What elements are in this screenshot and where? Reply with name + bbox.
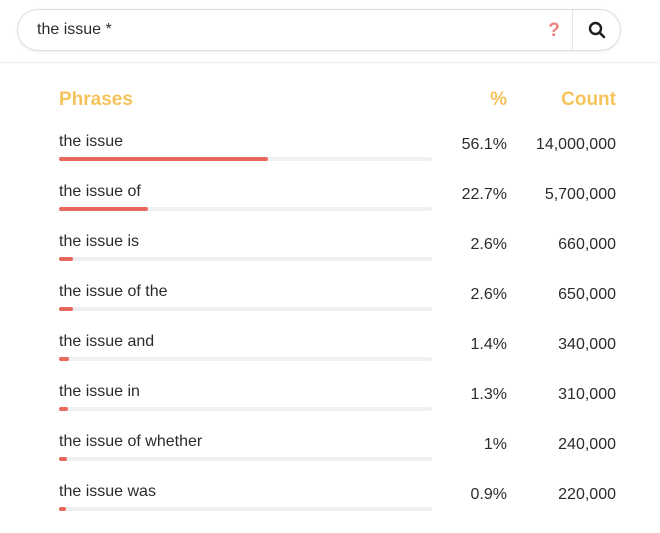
search-button[interactable] <box>574 10 620 50</box>
frequency-bar-fill <box>59 457 67 461</box>
search-divider <box>572 10 573 50</box>
percent-value: 0.9% <box>470 486 507 503</box>
column-header-percent: % <box>490 89 507 110</box>
count-value: 220,000 <box>558 486 616 503</box>
phrase-text[interactable]: the issue was <box>59 483 156 500</box>
count-value: 14,000,000 <box>535 136 616 153</box>
column-header-count: Count <box>561 89 616 110</box>
frequency-bar-fill <box>59 507 67 511</box>
column-header-phrases: Phrases <box>59 89 133 110</box>
table-row[interactable]: the issue of the 2.6% 650,000 <box>0 283 660 333</box>
count-value: 340,000 <box>558 336 616 353</box>
frequency-bar-fill <box>59 407 68 411</box>
phrase-text[interactable]: the issue of <box>59 183 141 200</box>
phrase-text[interactable]: the issue of whether <box>59 433 203 450</box>
frequency-bar-track <box>59 357 432 361</box>
frequency-bar-track <box>59 157 432 161</box>
frequency-bar-fill <box>59 207 149 211</box>
question-mark-icon[interactable]: ? <box>548 20 560 41</box>
phrase-text[interactable]: the issue of the <box>59 283 168 300</box>
table-row[interactable]: the issue 56.1% 14,000,000 <box>0 133 660 183</box>
table-row[interactable]: the issue in 1.3% 310,000 <box>0 383 660 433</box>
frequency-bar-fill <box>59 157 269 161</box>
count-value: 660,000 <box>558 236 616 253</box>
count-value: 240,000 <box>558 436 616 453</box>
header-divider <box>0 62 660 63</box>
frequency-bar-track <box>59 207 432 211</box>
percent-value: 1.4% <box>470 336 507 353</box>
frequency-bar-fill <box>59 257 73 261</box>
percent-value: 1.3% <box>470 386 507 403</box>
table-row[interactable]: the issue and 1.4% 340,000 <box>0 333 660 383</box>
percent-value: 56.1% <box>461 136 507 153</box>
count-value: 5,700,000 <box>544 186 616 203</box>
search-input[interactable] <box>37 10 517 50</box>
frequency-bar-fill <box>59 357 69 361</box>
count-value: 310,000 <box>558 386 616 403</box>
frequency-bar-track <box>59 407 432 411</box>
frequency-bar-track <box>59 457 432 461</box>
phrase-text[interactable]: the issue and <box>59 333 155 350</box>
phrase-text[interactable]: the issue is <box>59 233 140 250</box>
search-icon <box>588 21 606 39</box>
count-value: 650,000 <box>558 286 616 303</box>
phrase-text[interactable]: the issue <box>59 133 124 150</box>
table-row[interactable]: the issue of whether 1% 240,000 <box>0 433 660 483</box>
percent-value: 2.6% <box>470 236 507 253</box>
percent-value: 1% <box>483 436 507 453</box>
phrase-text[interactable]: the issue in <box>59 383 140 400</box>
table-row[interactable]: the issue was 0.9% 220,000 <box>0 483 660 533</box>
percent-value: 2.6% <box>470 286 507 303</box>
frequency-bar-track <box>59 307 432 311</box>
table-row[interactable]: the issue of 22.7% 5,700,000 <box>0 183 660 233</box>
frequency-bar-track <box>59 507 432 511</box>
frequency-bar-fill <box>59 307 73 311</box>
table-row[interactable]: the issue is 2.6% 660,000 <box>0 233 660 283</box>
frequency-bar-track <box>59 257 432 261</box>
search-bar: ? <box>17 9 621 51</box>
percent-value: 22.7% <box>461 186 507 203</box>
